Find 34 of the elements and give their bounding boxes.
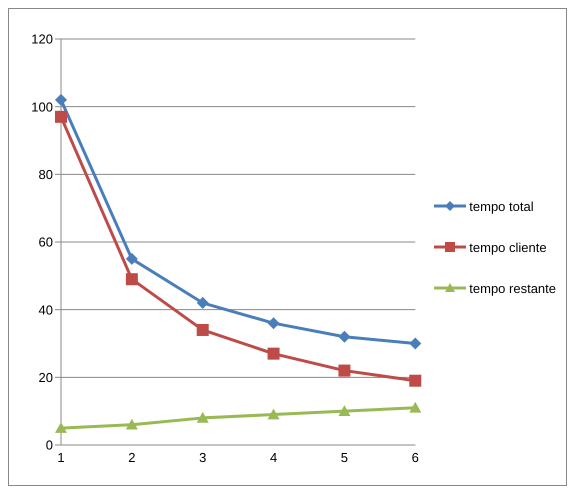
point — [196, 324, 209, 336]
point — [126, 273, 138, 286]
point — [268, 408, 280, 420]
legend-label: tempo cliente — [469, 240, 547, 254]
point — [55, 94, 67, 106]
y-tick-label: 0 — [46, 438, 53, 453]
point — [338, 330, 350, 343]
y-tick-label: 80 — [38, 166, 53, 182]
x-tick-label: 3 — [199, 450, 206, 466]
legend-label: tempo restante — [469, 280, 556, 296]
point — [338, 364, 350, 377]
y-tick-label: 20 — [38, 370, 53, 385]
point — [338, 405, 350, 416]
point — [55, 110, 67, 123]
y-tick-label: 60 — [38, 234, 53, 250]
point — [126, 418, 138, 430]
point — [268, 317, 280, 330]
point — [409, 338, 422, 350]
point — [268, 348, 280, 360]
point — [196, 412, 209, 423]
y-tick-label: 120 — [31, 32, 53, 47]
legend-label: tempo total — [469, 198, 534, 214]
x-tick-label: 6 — [412, 450, 419, 466]
x-tick-label: 5 — [340, 450, 348, 466]
point — [196, 296, 209, 309]
x-tick-label: 1 — [57, 450, 65, 466]
point — [126, 252, 138, 265]
point — [409, 374, 422, 387]
point — [409, 402, 422, 413]
y-tick-label: 100 — [31, 99, 53, 114]
point — [55, 422, 67, 433]
x-tick-label: 2 — [128, 450, 136, 466]
x-tick-label: 4 — [270, 450, 278, 466]
y-tick-label: 40 — [38, 302, 53, 318]
